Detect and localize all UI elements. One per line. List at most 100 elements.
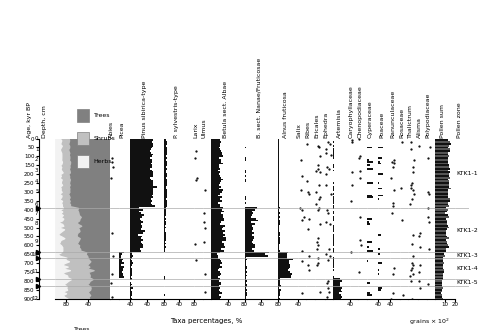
Bar: [333, 287, 342, 289]
Bar: [333, 289, 341, 291]
Bar: [164, 166, 167, 168]
Bar: [278, 278, 280, 280]
Bar: [119, 259, 123, 260]
Bar: [211, 230, 226, 232]
Bar: [211, 218, 224, 219]
Bar: [435, 298, 443, 300]
Bar: [211, 202, 218, 204]
Bar: [245, 298, 246, 300]
Bar: [119, 255, 121, 257]
Text: Ranunculaceae: Ranunculaceae: [390, 89, 395, 138]
Bar: [278, 228, 279, 230]
Bar: [278, 287, 279, 289]
Bar: [164, 187, 167, 189]
Bar: [211, 255, 217, 257]
Bar: [333, 187, 334, 189]
Bar: [130, 243, 142, 245]
Bar: [130, 292, 132, 294]
Text: Age, kyr BP: Age, kyr BP: [27, 102, 33, 138]
Bar: [245, 269, 246, 271]
Bar: [211, 155, 223, 157]
Bar: [211, 298, 220, 300]
Bar: [211, 193, 220, 195]
Text: Alnus fruticosa: Alnus fruticosa: [283, 91, 288, 138]
Bar: [119, 268, 123, 269]
Bar: [211, 175, 220, 177]
Bar: [130, 255, 132, 257]
Bar: [245, 255, 268, 257]
Bar: [164, 161, 167, 163]
Bar: [367, 292, 370, 294]
Bar: [435, 145, 448, 147]
Bar: [164, 164, 167, 166]
Bar: [211, 166, 219, 168]
Bar: [164, 292, 165, 294]
Bar: [211, 147, 219, 148]
Bar: [130, 259, 132, 260]
Bar: [245, 259, 247, 260]
Bar: [211, 154, 221, 155]
Bar: [278, 155, 279, 157]
Bar: [130, 209, 143, 211]
Bar: [278, 219, 280, 221]
Bar: [435, 232, 445, 234]
Bar: [130, 285, 132, 287]
Text: Trees: Trees: [94, 113, 110, 118]
Bar: [164, 141, 167, 143]
Bar: [435, 173, 449, 175]
Bar: [435, 218, 446, 219]
Bar: [278, 191, 279, 193]
Text: KTK1-1: KTK1-1: [456, 171, 478, 176]
Bar: [278, 237, 280, 239]
Bar: [378, 253, 380, 255]
Bar: [211, 173, 219, 175]
Bar: [435, 294, 443, 296]
Bar: [245, 172, 246, 173]
Bar: [435, 248, 446, 250]
Bar: [130, 175, 153, 177]
Bar: [278, 289, 281, 291]
Bar: [278, 225, 279, 227]
Bar: [435, 157, 447, 159]
Bar: [278, 294, 279, 296]
Bar: [278, 213, 280, 214]
Bar: [245, 198, 246, 200]
Bar: [211, 262, 222, 264]
Bar: [245, 234, 252, 236]
Bar: [278, 292, 280, 294]
Text: 2: 2: [35, 157, 38, 162]
Bar: [435, 292, 441, 294]
Bar: [367, 241, 372, 243]
Text: 5: 5: [35, 189, 38, 194]
Bar: [333, 292, 339, 294]
Text: KTK1-2: KTK1-2: [456, 228, 478, 233]
Bar: [130, 211, 139, 213]
Bar: [333, 148, 334, 150]
Bar: [435, 195, 448, 196]
Bar: [245, 236, 254, 237]
Bar: [245, 278, 246, 280]
Bar: [130, 161, 153, 163]
Bar: [130, 150, 150, 152]
Bar: [278, 159, 279, 161]
Text: Ulmus: Ulmus: [202, 118, 207, 138]
Bar: [211, 268, 218, 269]
Bar: [435, 228, 447, 230]
Bar: [211, 260, 221, 262]
Bar: [164, 182, 167, 184]
Text: Taxa percentages, %: Taxa percentages, %: [170, 318, 242, 324]
Bar: [164, 175, 167, 177]
Bar: [435, 168, 450, 170]
Bar: [164, 246, 166, 248]
Text: 12: 12: [32, 296, 38, 301]
Bar: [435, 296, 442, 298]
Bar: [435, 283, 442, 285]
Bar: [278, 147, 279, 148]
Bar: [435, 214, 448, 216]
Bar: [435, 141, 450, 143]
Bar: [130, 239, 144, 241]
Bar: [119, 262, 124, 264]
Bar: [130, 189, 153, 191]
Bar: [164, 259, 165, 260]
Bar: [164, 200, 167, 202]
